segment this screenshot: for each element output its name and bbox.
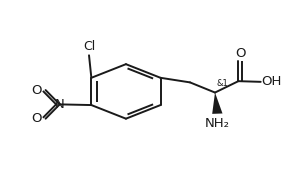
Text: &1: &1 [216,79,228,88]
Text: NH₂: NH₂ [205,118,230,130]
Text: N: N [55,98,65,111]
Text: O: O [235,47,245,60]
Text: OH: OH [261,75,282,88]
Text: O: O [32,84,42,97]
Text: Cl: Cl [83,40,95,53]
Text: O: O [32,112,42,125]
Polygon shape [212,93,222,114]
